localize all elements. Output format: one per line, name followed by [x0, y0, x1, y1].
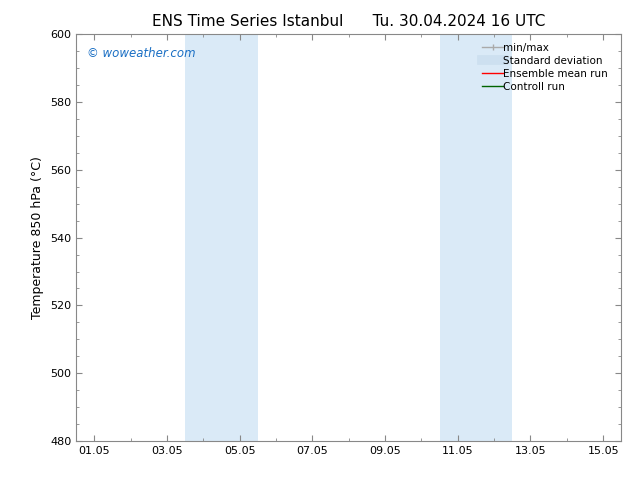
Legend: min/max, Standard deviation, Ensemble mean run, Controll run: min/max, Standard deviation, Ensemble me…: [479, 40, 616, 95]
Title: ENS Time Series Istanbul      Tu. 30.04.2024 16 UTC: ENS Time Series Istanbul Tu. 30.04.2024 …: [152, 14, 545, 29]
Bar: [439, 34, 512, 441]
Bar: [185, 34, 258, 441]
Text: © woweather.com: © woweather.com: [87, 47, 196, 59]
Y-axis label: Temperature 850 hPa (°C): Temperature 850 hPa (°C): [32, 156, 44, 319]
